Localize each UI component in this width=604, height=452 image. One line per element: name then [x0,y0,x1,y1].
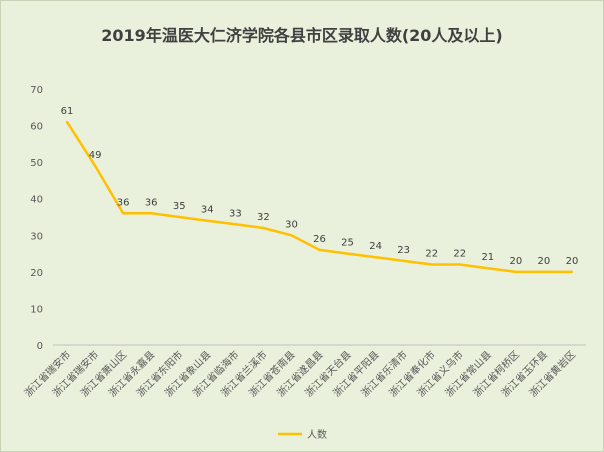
data-label: 23 [397,245,410,256]
data-point [486,267,490,270]
y-tick-label: 60 [30,122,43,133]
data-label: 21 [481,252,494,263]
data-point [318,248,321,252]
data-label: 26 [313,234,326,245]
series-layer: 61 49 36 36 35 34 33 32 30 26 25 24 23 22 22 21 20 20 20 [61,106,579,274]
data-point [121,212,125,215]
data-label: 25 [341,238,354,249]
data-point [514,270,518,274]
data-point [262,226,265,230]
y-tick-label: 40 [30,195,43,206]
chart-title: 2019年温医大仁济学院各县市区录取人数(20人及以上) [101,26,502,45]
y-tick-label: 20 [30,268,43,279]
legend-label: 人数 [307,428,327,441]
data-label: 32 [257,212,270,223]
legend: 人数 [278,428,327,441]
data-point [290,234,293,237]
y-tick-label: 0 [37,341,43,352]
data-label: 20 [510,256,523,267]
data-point [206,219,209,222]
data-label: 61 [61,106,74,117]
data-point [430,263,433,266]
data-label: 22 [425,249,438,260]
data-point [65,120,69,124]
data-point [570,270,574,274]
data-point [93,164,97,167]
data-label: 34 [201,205,214,216]
data-label: 35 [173,201,186,212]
data-point [542,270,546,274]
data-label: 33 [229,208,242,219]
data-label: 24 [369,241,382,252]
data-label: 20 [538,256,551,267]
y-tick-label: 70 [30,85,43,96]
data-label: 22 [453,249,466,260]
data-point [346,252,349,255]
data-point [458,263,461,266]
data-label: 49 [89,150,102,161]
y-tick-label: 30 [30,231,43,242]
data-point [178,215,181,219]
y-tick-label: 50 [30,158,43,169]
data-point [402,259,405,263]
data-point [374,256,377,259]
data-label: 20 [566,256,579,267]
data-label: 36 [145,197,158,208]
data-point [149,212,153,215]
data-label: 36 [117,197,130,208]
data-label: 30 [285,219,298,230]
y-tick-label: 10 [30,304,43,315]
y-axis: 0 10 20 30 40 50 60 70 [30,85,43,352]
data-point [234,223,237,226]
